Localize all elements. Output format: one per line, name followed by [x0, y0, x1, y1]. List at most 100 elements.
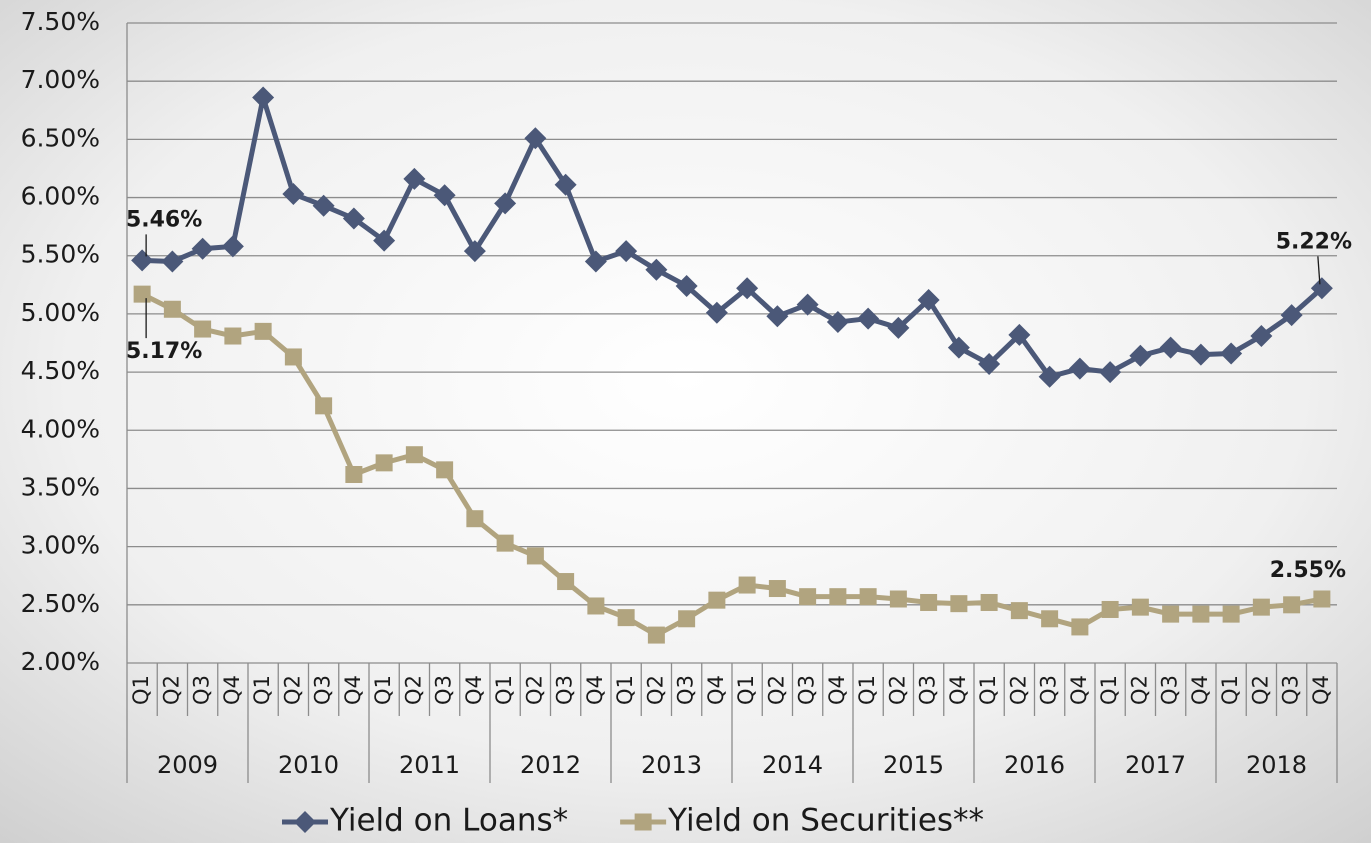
- x-group-label: 2012: [520, 751, 581, 779]
- marker: [1162, 605, 1180, 623]
- marker: [191, 237, 214, 260]
- marker: [252, 86, 275, 109]
- marker: [584, 250, 607, 273]
- marker: [647, 626, 665, 644]
- x-group-label: 2016: [1004, 751, 1065, 779]
- x-tick-label: Q2: [885, 675, 909, 705]
- marker: [224, 327, 242, 345]
- x-tick-label: Q1: [613, 675, 637, 705]
- x-tick-label: Q4: [462, 675, 486, 705]
- marker: [1222, 605, 1240, 623]
- marker: [405, 446, 423, 464]
- marker: [194, 320, 212, 338]
- x-tick-label: Q4: [946, 675, 970, 705]
- x-tick-label: Q3: [795, 675, 819, 705]
- x-tick-label: Q3: [674, 675, 698, 705]
- x-group-label: 2017: [1125, 751, 1186, 779]
- x-tick-label: Q1: [492, 675, 516, 705]
- legend-label: Yield on Securities**: [667, 803, 984, 839]
- marker: [161, 250, 184, 273]
- x-tick-label: Q2: [159, 675, 183, 705]
- marker: [526, 547, 544, 565]
- x-tick-label: Q4: [1067, 675, 1091, 705]
- marker: [554, 173, 577, 196]
- marker: [1313, 590, 1331, 608]
- x-tick-label: Q4: [341, 675, 365, 705]
- marker: [315, 397, 333, 415]
- x-tick-label: Q2: [764, 675, 788, 705]
- marker: [131, 249, 154, 272]
- data-label: 5.17%: [126, 339, 202, 364]
- y-tick-label: 7.00%: [21, 65, 100, 94]
- x-tick-label: Q4: [583, 675, 607, 705]
- y-tick-label: 2.00%: [21, 647, 100, 676]
- x-tick-label: Q3: [432, 675, 456, 705]
- marker: [1250, 325, 1273, 348]
- x-group-label: 2015: [883, 751, 944, 779]
- marker: [708, 591, 726, 609]
- marker: [889, 590, 907, 608]
- x-tick-label: Q3: [1158, 675, 1182, 705]
- x-tick-label: Q4: [1309, 675, 1333, 705]
- x-tick-label: Q2: [1006, 675, 1030, 705]
- marker: [433, 184, 456, 207]
- x-tick-label: Q1: [734, 675, 758, 705]
- x-tick-label: Q2: [401, 675, 425, 705]
- x-tick-label: Q4: [704, 675, 728, 705]
- marker: [373, 229, 396, 252]
- marker: [678, 610, 696, 628]
- marker: [859, 588, 877, 606]
- marker: [1189, 343, 1212, 366]
- marker: [587, 597, 605, 615]
- x-tick-label: Q3: [1037, 675, 1061, 705]
- marker: [403, 167, 426, 190]
- marker: [342, 207, 365, 230]
- legend-label: Yield on Loans*: [329, 803, 568, 839]
- marker: [345, 465, 363, 483]
- x-group-label: 2011: [399, 751, 460, 779]
- x-group-label: 2013: [641, 751, 702, 779]
- x-tick-label: Q2: [280, 675, 304, 705]
- marker: [1041, 610, 1059, 628]
- x-tick-label: Q1: [855, 675, 879, 705]
- x-tick-label: Q1: [129, 675, 153, 705]
- x-tick-label: Q2: [643, 675, 667, 705]
- series-line: [141, 291, 1323, 638]
- marker: [1099, 361, 1122, 384]
- x-tick-label: Q2: [1248, 675, 1272, 705]
- marker: [1280, 304, 1303, 327]
- marker: [857, 307, 880, 330]
- marker: [1010, 602, 1028, 620]
- x-group-label: 2009: [157, 751, 218, 779]
- x-tick-label: Q3: [1279, 675, 1303, 705]
- marker: [736, 277, 759, 300]
- marker: [796, 293, 819, 316]
- y-tick-label: 3.50%: [21, 472, 100, 501]
- x-tick-label: Q3: [916, 675, 940, 705]
- y-tick-label: 6.50%: [21, 123, 100, 152]
- marker: [615, 240, 638, 263]
- y-tick-label: 6.00%: [21, 182, 100, 211]
- marker: [675, 274, 698, 297]
- marker: [705, 301, 728, 324]
- marker: [768, 580, 786, 598]
- data-label: 5.46%: [126, 207, 202, 232]
- y-tick-label: 4.00%: [21, 414, 100, 443]
- marker: [947, 336, 970, 359]
- x-tick-label: Q3: [190, 675, 214, 705]
- marker: [133, 285, 151, 303]
- y-tick-label: 7.50%: [21, 7, 100, 36]
- y-tick-label: 4.50%: [21, 356, 100, 385]
- marker: [799, 588, 817, 606]
- marker: [284, 348, 302, 366]
- marker: [312, 194, 335, 217]
- marker: [254, 322, 272, 340]
- marker: [1131, 598, 1149, 616]
- marker: [766, 305, 789, 328]
- marker: [1220, 342, 1243, 365]
- label-leader: [1317, 256, 1321, 285]
- marker: [163, 300, 181, 318]
